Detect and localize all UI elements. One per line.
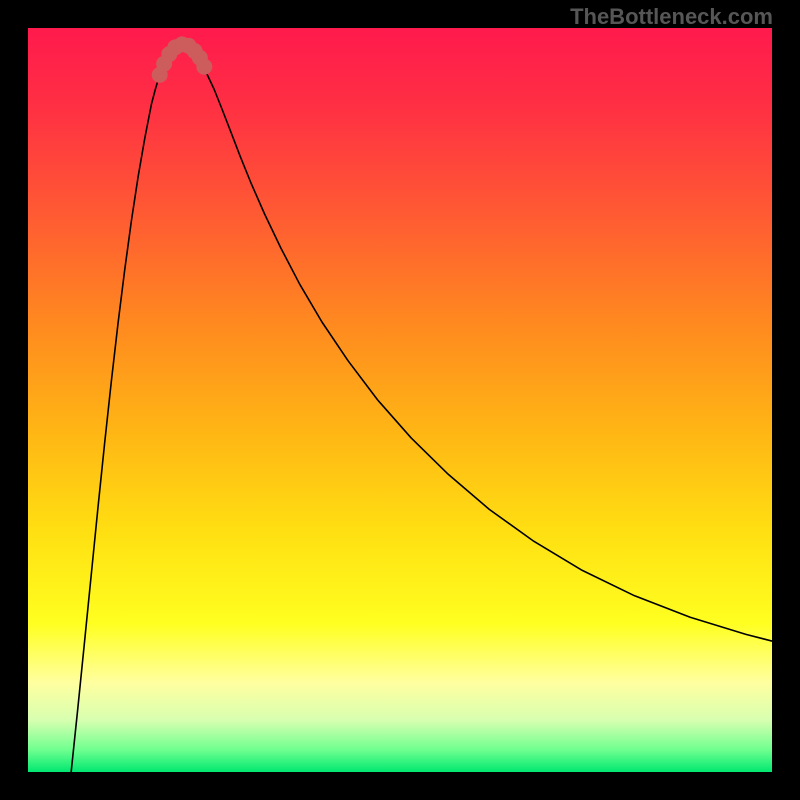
optimal-region-markers: [28, 28, 772, 772]
plot-area: [28, 28, 772, 772]
chart-canvas: TheBottleneck.com: [0, 0, 800, 800]
watermark-text: TheBottleneck.com: [570, 4, 773, 30]
